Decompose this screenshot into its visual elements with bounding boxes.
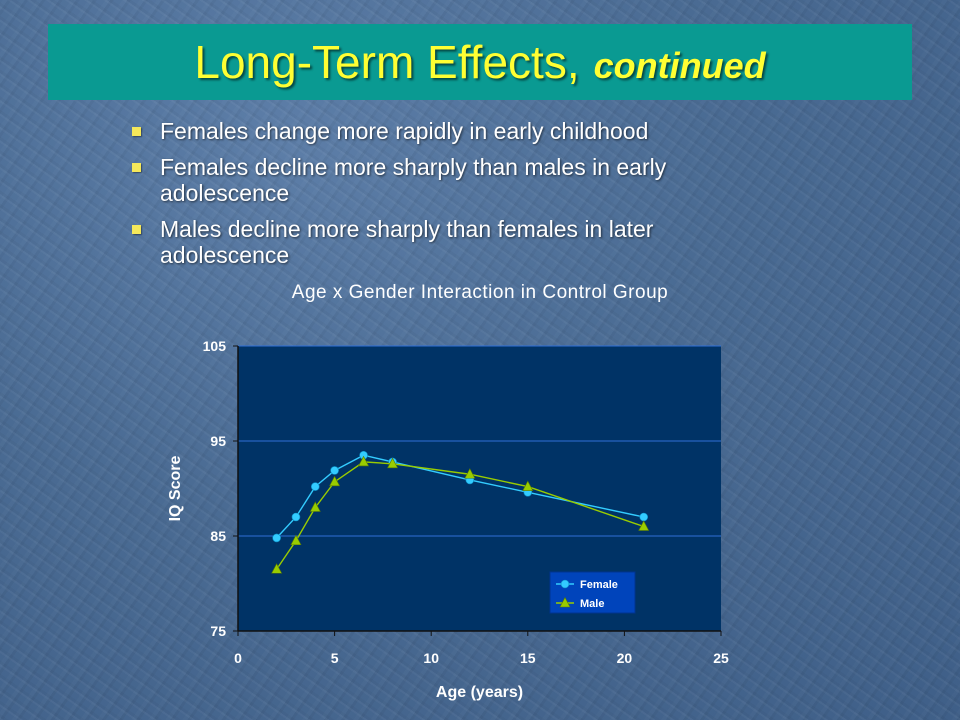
chart-title: Age x Gender Interaction in Control Grou…: [291, 282, 669, 303]
square-bullet-icon: [132, 225, 141, 234]
female-point: [330, 466, 339, 475]
bullet-text: Females decline more sharply than males …: [160, 154, 667, 206]
x-tick-label: 5: [331, 650, 339, 666]
female-point: [639, 512, 649, 522]
female-point: [560, 579, 570, 589]
y-tick-label: 105: [203, 338, 227, 354]
title-main: Long-Term Effects,: [194, 36, 580, 88]
x-tick-label: 0: [234, 650, 242, 666]
male-point: [559, 596, 571, 608]
bullet-item: Females decline more sharply than males …: [130, 154, 770, 206]
female-series: [272, 450, 649, 543]
bullet-text: Females change more rapidly in early chi…: [160, 118, 649, 144]
y-tick-label: 95: [210, 433, 226, 449]
legend-box: [549, 571, 636, 614]
female-point: [291, 512, 301, 522]
female-point: [272, 533, 281, 543]
male-point: [522, 480, 534, 491]
y-tick-label: 75: [210, 623, 226, 639]
male-point: [387, 457, 399, 469]
bullet-list: Females change more rapidly in early chi…: [130, 118, 770, 278]
female-point: [310, 482, 320, 491]
title-bar: Long-Term Effects, continued: [48, 24, 912, 100]
male-point: [271, 563, 283, 574]
square-bullet-icon: [132, 127, 141, 136]
male-series: [271, 455, 650, 574]
x-tick-label: 20: [617, 650, 633, 666]
male-point: [358, 455, 370, 467]
male-point: [638, 520, 650, 531]
male-point: [329, 475, 341, 487]
male-point: [290, 534, 302, 546]
legend-label: Male: [580, 598, 604, 610]
bullet-item: Females change more rapidly in early chi…: [130, 118, 770, 144]
x-tick-label: 10: [423, 650, 439, 666]
slide-title: Long-Term Effects, continued: [194, 39, 765, 85]
y-axis-label: IQ Score: [167, 456, 184, 522]
y-tick-label: 85: [210, 528, 226, 544]
bullet-text: Males decline more sharply than females …: [160, 216, 654, 268]
x-axis-label: Age (years): [436, 684, 523, 701]
x-tick-label: 25: [713, 650, 729, 666]
male-point: [309, 501, 321, 512]
bullet-item: Males decline more sharply than females …: [130, 216, 770, 268]
male-point: [464, 468, 476, 479]
x-tick-label: 15: [520, 650, 536, 666]
legend-label: Female: [580, 579, 618, 591]
square-bullet-icon: [132, 163, 141, 172]
legend: Female Male: [549, 571, 636, 614]
title-continued: continued: [593, 45, 766, 86]
plot-area: [238, 346, 721, 631]
